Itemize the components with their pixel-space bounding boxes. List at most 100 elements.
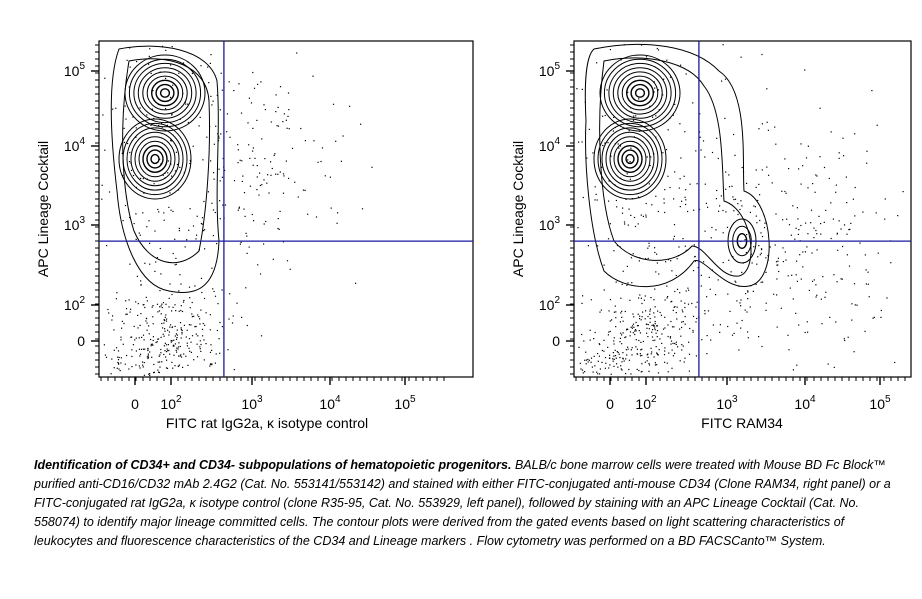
event-dot (218, 168, 220, 170)
event-dot (263, 243, 265, 245)
event-dot (237, 149, 239, 151)
event-dot (256, 119, 258, 121)
event-dot (766, 166, 768, 168)
event-dot (135, 337, 137, 339)
event-dot (186, 342, 188, 344)
event-dot (164, 316, 166, 318)
event-dot (678, 187, 680, 189)
event-dot (871, 90, 873, 92)
event-dot (186, 345, 188, 347)
event-dot (615, 357, 617, 359)
event-dot (582, 295, 584, 297)
event-dot (213, 143, 215, 145)
event-dot (603, 264, 605, 266)
event-dot (201, 328, 204, 330)
event-dot (680, 335, 682, 337)
event-dot (139, 324, 141, 326)
event-dot (700, 274, 702, 276)
event-dot (115, 298, 117, 300)
event-dot (277, 125, 280, 127)
event-dot (637, 196, 640, 198)
event-dot (865, 283, 867, 285)
event-dot (720, 195, 722, 197)
event-dot (727, 325, 729, 328)
event-dot (147, 347, 149, 349)
event-dot (300, 127, 302, 130)
event-dot (674, 306, 676, 308)
event-dot (729, 310, 731, 312)
event-dot (652, 329, 654, 331)
event-dot (617, 366, 619, 368)
event-dot (181, 331, 183, 333)
event-dot (654, 87, 656, 89)
event-dot (158, 371, 160, 374)
event-dot (626, 354, 628, 356)
event-dot (685, 290, 687, 292)
event-dot (844, 339, 846, 342)
event-dot (218, 137, 220, 139)
event-dot (162, 327, 164, 329)
event-dot (160, 305, 162, 307)
event-dot (654, 316, 656, 318)
event-dot (872, 317, 874, 319)
event-dot (213, 172, 215, 174)
event-dot (692, 329, 694, 332)
event-dot (221, 289, 223, 291)
event-dot (200, 222, 202, 225)
event-dot (140, 284, 142, 286)
event-dot (152, 344, 154, 346)
event-dot (787, 334, 789, 336)
event-dot (825, 209, 827, 211)
event-dot (673, 235, 675, 237)
event-dot (652, 339, 654, 342)
event-dot (276, 125, 278, 127)
event-dot (355, 282, 357, 284)
event-dot (628, 130, 630, 132)
event-dot (165, 320, 168, 322)
event-dot (178, 364, 180, 366)
event-dot (121, 152, 123, 154)
event-dot (669, 337, 671, 339)
event-dot (188, 286, 191, 288)
event-dot (615, 326, 617, 328)
event-dot (191, 301, 193, 304)
event-dot (205, 343, 207, 345)
event-dot (644, 361, 646, 363)
event-dot (650, 353, 652, 355)
contour-ring (630, 83, 650, 103)
event-dot (172, 210, 174, 213)
x-tick-label: 102 (635, 394, 657, 412)
event-dot (592, 152, 594, 154)
event-dot (179, 322, 182, 324)
event-dot (631, 347, 633, 349)
event-dot (633, 115, 635, 117)
event-dot (800, 183, 802, 185)
contour-ring (118, 118, 192, 200)
event-dot (642, 311, 644, 313)
y-tick-label: 104 (539, 136, 561, 154)
event-dot (848, 229, 850, 231)
event-dot (165, 367, 168, 369)
event-dot (666, 297, 668, 299)
event-dot (648, 183, 650, 185)
event-dot (188, 338, 191, 340)
event-dot (116, 367, 118, 369)
event-dot (662, 94, 664, 96)
event-dot (836, 233, 838, 235)
event-dot (142, 304, 144, 306)
event-dot (246, 252, 248, 254)
event-dot (231, 322, 234, 324)
event-dot (170, 339, 172, 342)
event-dot (124, 363, 126, 365)
event-dot (685, 203, 687, 206)
event-dot (662, 152, 664, 154)
event-dot (728, 174, 730, 176)
event-dot (685, 189, 687, 191)
event-dot (583, 340, 585, 342)
event-dot (627, 282, 629, 284)
event-dot (581, 333, 583, 336)
event-dot (719, 331, 721, 333)
event-dot (641, 316, 643, 318)
event-dot (129, 263, 131, 265)
event-dot (853, 283, 856, 285)
